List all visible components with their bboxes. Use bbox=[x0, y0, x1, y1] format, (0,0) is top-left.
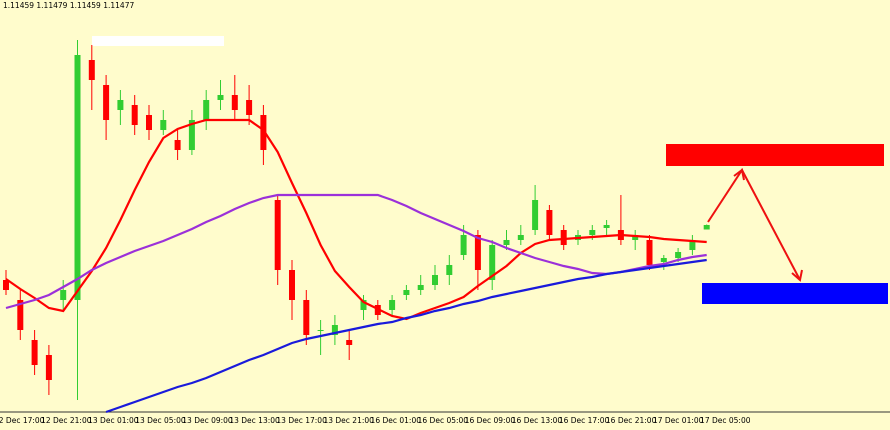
resistance-zone bbox=[666, 144, 884, 166]
candle-body bbox=[446, 265, 453, 275]
candle-body bbox=[217, 95, 224, 100]
x-tick-label: 17 Dec 05:00 bbox=[700, 416, 751, 425]
x-tick-label: 13 Dec 09:00 bbox=[182, 416, 233, 425]
x-tick-label: 13 Dec 13:00 bbox=[229, 416, 280, 425]
candle-body bbox=[346, 340, 353, 345]
header-high: 1.11479 bbox=[36, 1, 67, 10]
candle-body bbox=[689, 240, 696, 250]
candle-body bbox=[103, 85, 110, 120]
candle-body bbox=[389, 300, 396, 310]
candle-body bbox=[45, 355, 52, 380]
candle-body bbox=[246, 100, 253, 115]
ohlc-header: 1.11459 1.11479 1.11459 1.11477 bbox=[3, 1, 134, 10]
candle-body bbox=[331, 325, 338, 335]
x-tick-label: 13 Dec 17:00 bbox=[276, 416, 327, 425]
x-tick-label: 16 Dec 17:00 bbox=[559, 416, 610, 425]
indicator-line bbox=[5, 118, 707, 321]
candle-body bbox=[160, 120, 167, 130]
header-low: 1.11459 bbox=[70, 1, 101, 10]
candle-body bbox=[231, 95, 238, 110]
projection-arrows bbox=[707, 168, 803, 282]
candle-body bbox=[289, 270, 295, 300]
candle-body bbox=[74, 55, 81, 300]
candle-body bbox=[589, 230, 596, 235]
candle-body bbox=[174, 140, 181, 150]
x-tick-label: 12 Dec 21:00 bbox=[41, 416, 92, 425]
candle-body bbox=[274, 200, 281, 270]
candle-body bbox=[417, 285, 424, 290]
candle-body bbox=[403, 290, 410, 295]
x-tick-label: 16 Dec 05:00 bbox=[418, 416, 469, 425]
candle-body bbox=[131, 105, 138, 125]
x-tick-label: 12 Dec 17:00 bbox=[0, 416, 45, 425]
candle-body bbox=[360, 300, 367, 310]
x-tick-label: 13 Dec 01:00 bbox=[88, 416, 139, 425]
x-tick-label: 16 Dec 09:00 bbox=[465, 416, 516, 425]
support-zone bbox=[702, 283, 888, 304]
arrow-head-down bbox=[791, 269, 803, 282]
header-close: 1.11477 bbox=[103, 1, 134, 10]
candle-body bbox=[546, 210, 553, 235]
candle-body bbox=[460, 235, 467, 255]
candle-body bbox=[474, 235, 481, 270]
indicator-line bbox=[5, 193, 707, 310]
candle-body bbox=[603, 225, 610, 228]
x-tick-label: 13 Dec 05:00 bbox=[135, 416, 186, 425]
candle-body bbox=[31, 340, 38, 365]
x-tick-label: 13 Dec 21:00 bbox=[323, 416, 374, 425]
candle-body bbox=[60, 290, 67, 300]
candle-body bbox=[675, 252, 682, 258]
plot bbox=[3, 40, 710, 414]
candle-body bbox=[203, 100, 210, 120]
candle-body bbox=[3, 280, 9, 290]
candle-body bbox=[146, 115, 152, 130]
candle-body bbox=[432, 275, 438, 285]
x-tick-label: 16 Dec 01:00 bbox=[371, 416, 422, 425]
arrow-head-up bbox=[733, 168, 745, 181]
x-tick-label: 17 Dec 01:00 bbox=[653, 416, 704, 425]
x-tick-label: 16 Dec 21:00 bbox=[606, 416, 657, 425]
candle-body bbox=[88, 60, 95, 80]
candle-body bbox=[532, 200, 539, 230]
label-box bbox=[92, 36, 224, 46]
candle-body bbox=[188, 120, 195, 150]
candle-body bbox=[660, 258, 667, 262]
header-open: 1.11459 bbox=[3, 1, 34, 10]
indicator-line bbox=[105, 258, 707, 414]
candle-body bbox=[632, 235, 639, 240]
candle-body bbox=[517, 235, 524, 240]
candle-body bbox=[560, 230, 567, 245]
candle-body bbox=[503, 240, 510, 245]
candle-body bbox=[260, 115, 267, 150]
x-tick-label: 16 Dec 13:00 bbox=[512, 416, 563, 425]
candle-body bbox=[117, 100, 124, 110]
candle-body bbox=[703, 225, 710, 230]
candle-body bbox=[17, 300, 24, 330]
candle-body bbox=[646, 240, 653, 265]
candle-body bbox=[303, 300, 310, 335]
candle-body bbox=[489, 245, 496, 280]
candle-body bbox=[317, 330, 324, 331]
